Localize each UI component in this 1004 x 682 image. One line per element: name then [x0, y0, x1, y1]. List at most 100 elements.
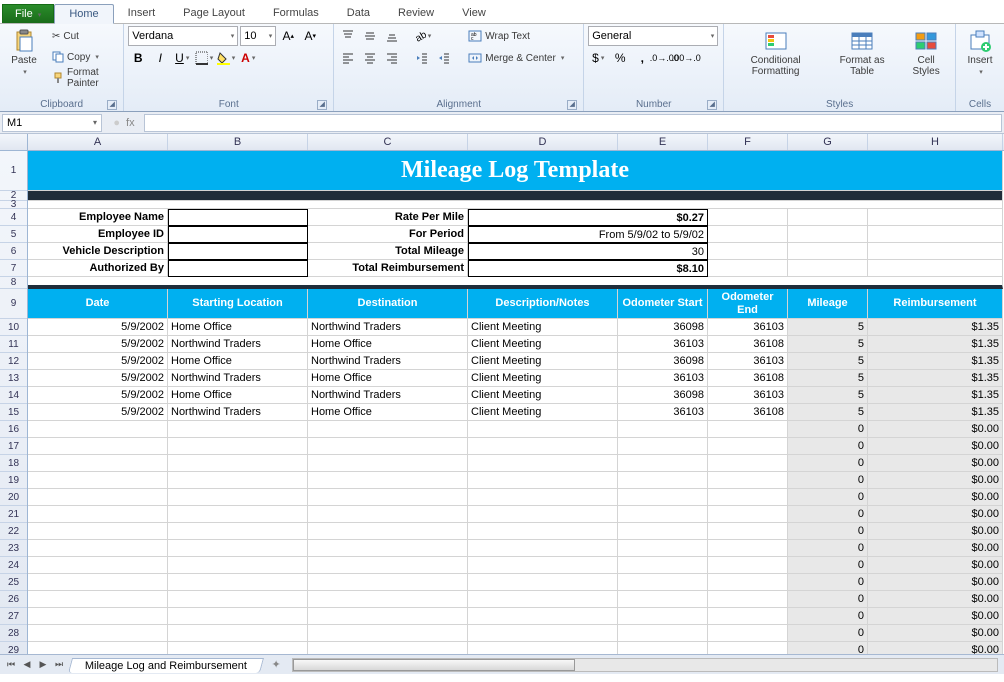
cell[interactable]: [868, 260, 1003, 277]
column-header-A[interactable]: A: [28, 134, 168, 150]
font-name-combo[interactable]: Verdana▾: [128, 26, 238, 46]
cell[interactable]: $0.00: [868, 574, 1003, 591]
cell[interactable]: [708, 608, 788, 625]
cell[interactable]: $1.35: [868, 319, 1003, 336]
cell[interactable]: Mileage: [788, 289, 868, 319]
cell[interactable]: [708, 506, 788, 523]
sheet-nav-first[interactable]: ⏮: [4, 659, 18, 670]
cell[interactable]: $0.00: [868, 608, 1003, 625]
cell[interactable]: [708, 625, 788, 642]
cell[interactable]: Description/Notes: [468, 289, 618, 319]
cell[interactable]: [168, 209, 308, 226]
cell[interactable]: [468, 421, 618, 438]
cell[interactable]: [308, 455, 468, 472]
cell[interactable]: 36103: [618, 404, 708, 421]
cell[interactable]: [168, 455, 308, 472]
grow-font-button[interactable]: A▴: [278, 26, 298, 46]
cell[interactable]: [708, 489, 788, 506]
cell[interactable]: Odometer End: [708, 289, 788, 319]
cell[interactable]: 36103: [708, 319, 788, 336]
sheet-nav-prev[interactable]: ◀: [20, 659, 34, 670]
cell[interactable]: [708, 226, 788, 243]
cell[interactable]: [168, 574, 308, 591]
decrease-indent-button[interactable]: [412, 48, 432, 68]
cell[interactable]: Home Office: [308, 370, 468, 387]
cell[interactable]: Reimbursement: [868, 289, 1003, 319]
cell[interactable]: [28, 455, 168, 472]
cell[interactable]: For Period: [308, 226, 468, 243]
cell[interactable]: [28, 421, 168, 438]
cell[interactable]: [308, 591, 468, 608]
cell[interactable]: [468, 455, 618, 472]
cell[interactable]: [28, 201, 1003, 209]
column-header-E[interactable]: E: [618, 134, 708, 150]
cell[interactable]: 36108: [708, 336, 788, 353]
row-header[interactable]: 20: [0, 489, 27, 506]
cell[interactable]: [308, 625, 468, 642]
row-header[interactable]: 29: [0, 642, 27, 654]
cell[interactable]: From 5/9/02 to 5/9/02: [468, 226, 708, 243]
cell[interactable]: $1.35: [868, 370, 1003, 387]
cell[interactable]: [468, 489, 618, 506]
cell[interactable]: Starting Location: [168, 289, 308, 319]
sheet-nav-next[interactable]: ▶: [36, 659, 50, 670]
horizontal-scrollbar[interactable]: [292, 658, 998, 672]
cell[interactable]: 30: [468, 243, 708, 260]
cell-styles-button[interactable]: Cell Styles: [901, 26, 951, 80]
fill-color-button[interactable]: ▾: [216, 48, 236, 68]
cell[interactable]: [468, 608, 618, 625]
cell[interactable]: [468, 540, 618, 557]
cell[interactable]: [168, 489, 308, 506]
menu-tab-review[interactable]: Review: [384, 4, 448, 23]
cell[interactable]: [708, 472, 788, 489]
cell[interactable]: [708, 591, 788, 608]
row-header[interactable]: 8: [0, 277, 27, 289]
cell[interactable]: [708, 209, 788, 226]
cell[interactable]: Client Meeting: [468, 387, 618, 404]
cell[interactable]: 5: [788, 404, 868, 421]
cell[interactable]: [618, 523, 708, 540]
cell[interactable]: [308, 472, 468, 489]
cell[interactable]: [788, 243, 868, 260]
cell[interactable]: [28, 523, 168, 540]
cell[interactable]: 0: [788, 421, 868, 438]
cell[interactable]: [788, 260, 868, 277]
clipboard-launcher[interactable]: ◢: [107, 100, 117, 110]
cell[interactable]: $8.10: [468, 260, 708, 277]
cell[interactable]: 5: [788, 387, 868, 404]
cell[interactable]: 5/9/2002: [28, 336, 168, 353]
cell[interactable]: 0: [788, 642, 868, 654]
cell[interactable]: Vehicle Description: [28, 243, 168, 260]
cell[interactable]: $0.00: [868, 421, 1003, 438]
cell[interactable]: [28, 625, 168, 642]
cell[interactable]: [868, 226, 1003, 243]
row-header[interactable]: 14: [0, 387, 27, 404]
cell[interactable]: Employee Name: [28, 209, 168, 226]
conditional-formatting-button[interactable]: Conditional Formatting: [728, 26, 823, 80]
cell[interactable]: Total Mileage: [308, 243, 468, 260]
cell[interactable]: Northwind Traders: [168, 336, 308, 353]
align-bottom-button[interactable]: [382, 26, 402, 46]
cell[interactable]: [868, 209, 1003, 226]
row-header[interactable]: 17: [0, 438, 27, 455]
cell[interactable]: [308, 523, 468, 540]
bold-button[interactable]: B: [128, 48, 148, 68]
cell[interactable]: 0: [788, 455, 868, 472]
cell[interactable]: 0: [788, 438, 868, 455]
cell[interactable]: Client Meeting: [468, 404, 618, 421]
cell[interactable]: [28, 608, 168, 625]
cell[interactable]: $0.27: [468, 209, 708, 226]
cell[interactable]: [168, 506, 308, 523]
menu-tab-view[interactable]: View: [448, 4, 500, 23]
cell[interactable]: 36108: [708, 404, 788, 421]
row-header[interactable]: 27: [0, 608, 27, 625]
cell[interactable]: [618, 574, 708, 591]
cell[interactable]: [468, 591, 618, 608]
cell[interactable]: [168, 472, 308, 489]
cell[interactable]: 5: [788, 353, 868, 370]
cell[interactable]: [618, 421, 708, 438]
cell[interactable]: $1.35: [868, 353, 1003, 370]
row-header[interactable]: 15: [0, 404, 27, 421]
cell[interactable]: 5/9/2002: [28, 370, 168, 387]
cell[interactable]: [708, 455, 788, 472]
